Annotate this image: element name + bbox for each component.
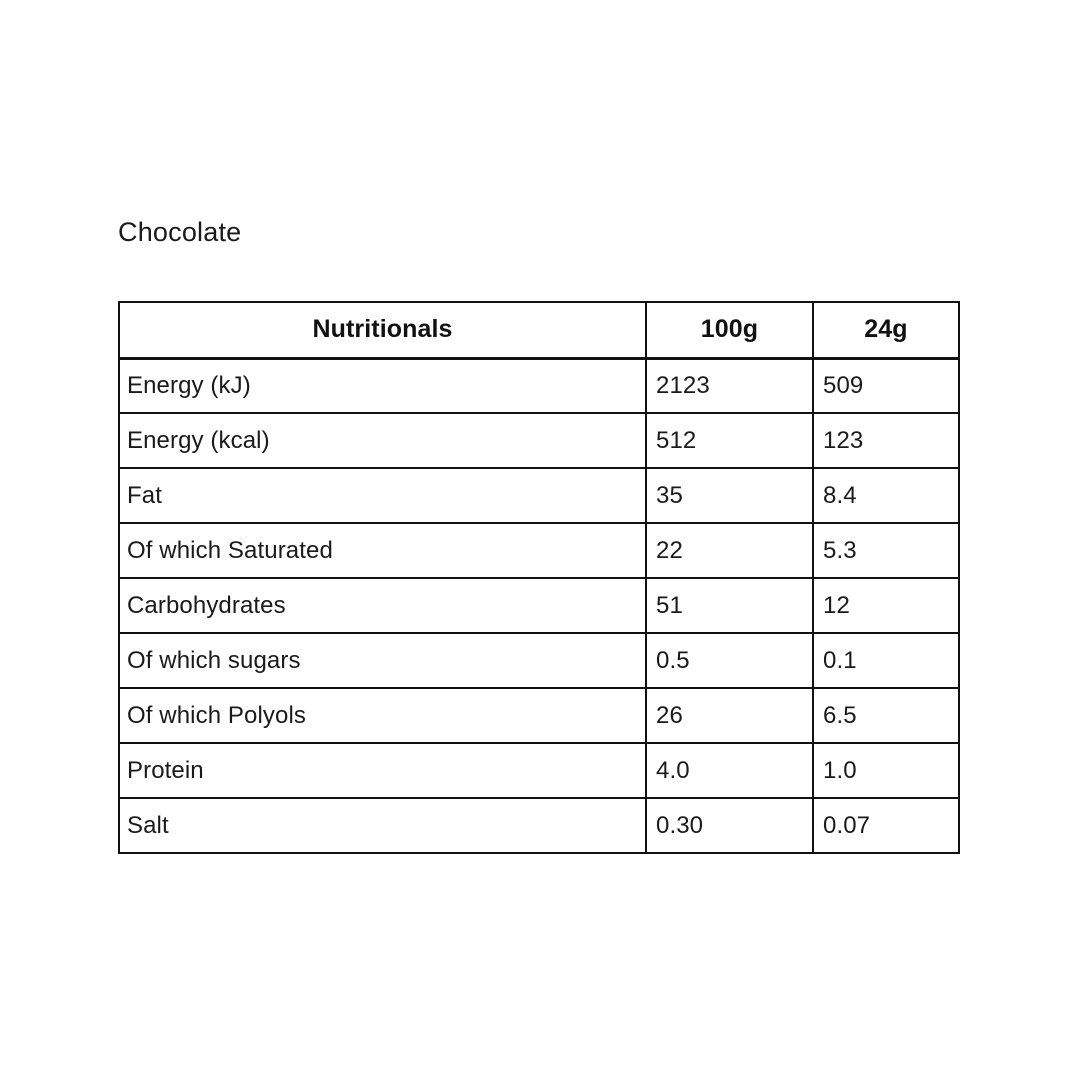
row-value-24g: 509: [812, 357, 960, 414]
row-label: Salt: [118, 797, 647, 854]
column-header-24g: 24g: [812, 301, 960, 360]
row-label: Of which sugars: [118, 632, 647, 689]
table-row: Of which Saturated 22 5.3: [118, 522, 960, 579]
table-row: Of which sugars 0.5 0.1: [118, 632, 960, 689]
row-value-100g: 512: [645, 412, 814, 469]
row-value-100g: 22: [645, 522, 814, 579]
table-row: Salt 0.30 0.07: [118, 797, 960, 854]
table-body: Energy (kJ) 2123 509 Energy (kcal) 512 1…: [118, 357, 960, 854]
row-label: Energy (kJ): [118, 357, 647, 414]
table-row: Fat 35 8.4: [118, 467, 960, 524]
table-header: Nutritionals 100g 24g: [118, 301, 960, 360]
row-value-24g: 5.3: [812, 522, 960, 579]
table-row: Carbohydrates 51 12: [118, 577, 960, 634]
row-label: Energy (kcal): [118, 412, 647, 469]
row-label: Of which Polyols: [118, 687, 647, 744]
row-label: Fat: [118, 467, 647, 524]
row-value-100g: 2123: [645, 357, 814, 414]
table-row: Of which Polyols 26 6.5: [118, 687, 960, 744]
row-value-24g: 0.1: [812, 632, 960, 689]
nutritional-table-container: Nutritionals 100g 24g Energy (kJ) 2123 5…: [118, 301, 960, 854]
row-value-100g: 0.30: [645, 797, 814, 854]
row-value-24g: 1.0: [812, 742, 960, 799]
row-value-100g: 35: [645, 467, 814, 524]
column-header-nutritionals: Nutritionals: [118, 301, 647, 360]
column-header-100g: 100g: [645, 301, 814, 360]
table-row: Energy (kJ) 2123 509: [118, 357, 960, 414]
row-value-24g: 123: [812, 412, 960, 469]
row-value-24g: 0.07: [812, 797, 960, 854]
row-value-24g: 8.4: [812, 467, 960, 524]
row-value-24g: 6.5: [812, 687, 960, 744]
row-label: Of which Saturated: [118, 522, 647, 579]
table-row: Protein 4.0 1.0: [118, 742, 960, 799]
table-header-row: Nutritionals 100g 24g: [118, 301, 960, 360]
row-label: Carbohydrates: [118, 577, 647, 634]
page-title: Chocolate: [118, 217, 242, 247]
table-row: Energy (kcal) 512 123: [118, 412, 960, 469]
nutritional-table: Nutritionals 100g 24g Energy (kJ) 2123 5…: [118, 301, 960, 854]
row-value-100g: 51: [645, 577, 814, 634]
row-value-100g: 26: [645, 687, 814, 744]
row-value-100g: 4.0: [645, 742, 814, 799]
row-label: Protein: [118, 742, 647, 799]
row-value-100g: 0.5: [645, 632, 814, 689]
row-value-24g: 12: [812, 577, 960, 634]
